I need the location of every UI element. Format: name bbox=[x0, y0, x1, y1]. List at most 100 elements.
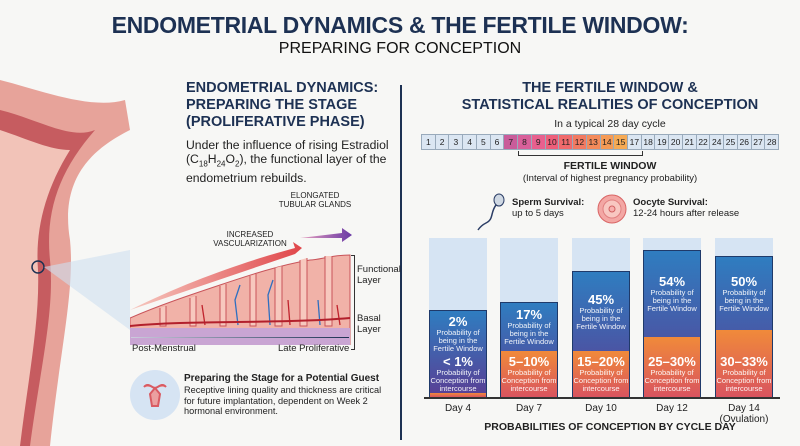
page-subtitle: PREPARING FOR CONCEPTION bbox=[278, 40, 522, 57]
sperm-icon bbox=[477, 193, 505, 231]
day-note: (Ovulation) bbox=[719, 414, 769, 425]
caption-line: Fertile Window bbox=[504, 337, 554, 346]
cycle-day-cell: 15 bbox=[614, 135, 629, 149]
sub-c: 18 bbox=[198, 159, 208, 169]
conception-label: < 1% Probability of Conception from interco… bbox=[430, 355, 486, 393]
caption-line: Fertile Window bbox=[433, 344, 483, 353]
cycle-day-cell: 25 bbox=[724, 135, 738, 149]
fertile-window-title: FERTILE WINDOW bbox=[563, 160, 657, 172]
caption-line: intercourse bbox=[439, 384, 477, 393]
conception-value: 5–10% bbox=[508, 354, 550, 369]
cycle-day-cell: 13 bbox=[586, 135, 601, 149]
caption-line: Probability of bbox=[579, 368, 623, 377]
caption-line: Conception from bbox=[430, 376, 486, 385]
day-label: Day 4 bbox=[444, 403, 472, 414]
late-proliferative-label: Late Proliferative bbox=[278, 343, 350, 354]
caption-line: Probability of bbox=[436, 368, 480, 377]
caption-line: Fertile Window bbox=[719, 303, 769, 313]
post-menstrual-label: Post-Menstrual bbox=[132, 343, 196, 354]
cycle-day-cell: 4 bbox=[463, 135, 477, 149]
left-heading-line: ENDOMETRIAL DYNAMICS: bbox=[186, 80, 379, 96]
label-line: ELONGATED bbox=[290, 191, 340, 200]
day-label: Day 10 bbox=[585, 403, 617, 414]
conception-label: 25–30% Probability of Conception from inter… bbox=[644, 355, 700, 393]
cycle-day-cell: 3 bbox=[449, 135, 464, 149]
oocyte-survival: Oocyte Survival: 12-24 hours after releas… bbox=[633, 197, 739, 219]
conception-value: 15–20% bbox=[577, 354, 625, 369]
label-line: Basal bbox=[357, 313, 381, 324]
basal-layer-label: Basal Layer bbox=[357, 313, 381, 335]
caption-line: Conception from bbox=[501, 376, 557, 385]
x-tick-label: Day 4 bbox=[423, 403, 493, 414]
bar-background: 2% Probability of being in the Fertile Wind… bbox=[429, 238, 487, 398]
day-label: Day 14 bbox=[728, 403, 760, 414]
bar-background: 50% Probability of being in the Fertile Win… bbox=[715, 238, 773, 398]
fertile-window-bar: 50% Probability of being in the Fertile Win… bbox=[715, 256, 773, 398]
conception-bar bbox=[501, 351, 557, 397]
caption-line: intercourse bbox=[510, 384, 548, 393]
x-tick-label: Day 7 bbox=[494, 403, 564, 414]
conception-bar bbox=[573, 351, 629, 397]
cycle-caption: In a typical 28 day cycle bbox=[554, 118, 666, 130]
cycle-day-cell: 5 bbox=[477, 135, 491, 149]
conception-bar bbox=[644, 337, 700, 397]
oocyte-text: 12-24 hours after release bbox=[633, 208, 740, 219]
label-line: VASCULARIZATION bbox=[213, 239, 287, 248]
conception-value: < 1% bbox=[443, 354, 473, 369]
body-text: ), the functional layer of the endometri… bbox=[186, 152, 387, 186]
caption-line: Probability of bbox=[650, 288, 694, 297]
conception-caption: Probability of Conception from intercourse bbox=[716, 369, 772, 393]
fertile-window-caption: Probability of being in the Fertile Window bbox=[573, 306, 629, 331]
sub-h: 24 bbox=[216, 159, 226, 169]
oocyte-title: Oocyte Survival: bbox=[633, 197, 708, 208]
left-heading-line: (PROLIFERATIVE PHASE) bbox=[186, 114, 365, 130]
caption-line: Fertile Window bbox=[647, 304, 697, 313]
divider bbox=[400, 85, 402, 440]
fertile-window-caption: Probability of being in the Fertile Window bbox=[501, 322, 557, 346]
uterus-cross-section-illustration bbox=[0, 80, 130, 446]
fertile-window-caption: Probability of being in the Fertile Window bbox=[430, 329, 486, 353]
bar-background: 54% Probability of being in the Fertile Win… bbox=[643, 238, 701, 398]
conception-caption: Probability of Conception from intercourse bbox=[573, 369, 629, 393]
cycle-day-cell: 20 bbox=[669, 135, 683, 149]
caption-line: Conception from bbox=[716, 376, 772, 385]
conception-value: 25–30% bbox=[648, 354, 696, 369]
functional-layer-label: Functional Layer bbox=[357, 264, 401, 286]
caption-line: Probability of bbox=[436, 328, 480, 337]
caption-line: Probability of bbox=[650, 368, 694, 377]
fertile-window-bar: 17% Probability of being in the Fertile Win… bbox=[500, 302, 558, 398]
guest-title: Preparing the Stage for a Potential Gues… bbox=[184, 373, 380, 384]
caption-line: being in the bbox=[581, 313, 621, 323]
label-line: Layer bbox=[357, 324, 381, 335]
right-heading-line: STATISTICAL REALITIES OF CONCEPTION bbox=[461, 97, 759, 113]
sperm-survival: Sperm Survival: up to 5 days bbox=[512, 197, 584, 219]
caption-line: intercourse bbox=[653, 384, 691, 393]
conception-value: 30–33% bbox=[720, 354, 768, 369]
cycle-day-cell: 19 bbox=[655, 135, 670, 149]
glands-label: ELONGATED TUBULAR GLANDS bbox=[265, 191, 365, 209]
caption-line: Conception from bbox=[573, 376, 629, 385]
sub-o: 2 bbox=[234, 159, 240, 169]
left-heading: ENDOMETRIAL DYNAMICS: PREPARING THE STAG… bbox=[186, 80, 401, 131]
cycle-day-cell: 14 bbox=[600, 135, 615, 149]
cycle-day-cell: 17 bbox=[628, 135, 642, 149]
x-axis bbox=[424, 397, 780, 399]
bar-background: 17% Probability of being in the Fertile Win… bbox=[500, 238, 558, 398]
layer-bracket bbox=[351, 255, 355, 350]
guest-body: Receptive lining quality and thickness a… bbox=[184, 385, 382, 416]
conception-caption: Probability of Conception from intercourse bbox=[430, 369, 486, 393]
cycle-day-cell: 1 bbox=[422, 135, 436, 149]
cycle-day-cell: 22 bbox=[697, 135, 711, 149]
cycle-day-cell: 21 bbox=[683, 135, 697, 149]
caption-line: being in the bbox=[652, 296, 692, 305]
body-text: Under the influence of rising Estradiol … bbox=[186, 138, 389, 166]
conception-label: 30–33% Probability of Conception from inter… bbox=[716, 355, 772, 393]
left-heading-line: PREPARING THE STAGE bbox=[186, 97, 358, 113]
fertile-window-bar: 54% Probability of being in the Fertile Win… bbox=[643, 250, 701, 398]
cycle-day-cell: 7 bbox=[504, 135, 519, 149]
x-tick-label: Day 14 (Ovulation) bbox=[709, 403, 779, 425]
cycle-day-cell: 2 bbox=[436, 135, 450, 149]
time-arrow bbox=[131, 337, 349, 338]
bar-background: 45% Probability of being in the Fertile Win… bbox=[572, 238, 630, 398]
cycle-day-cell: 6 bbox=[491, 135, 505, 149]
